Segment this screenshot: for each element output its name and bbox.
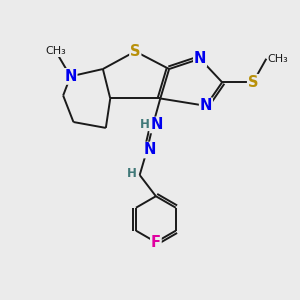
Text: N: N bbox=[194, 51, 206, 66]
Text: CH₃: CH₃ bbox=[45, 46, 66, 56]
Text: N: N bbox=[144, 142, 156, 158]
Text: N: N bbox=[64, 69, 77, 84]
Text: N: N bbox=[200, 98, 212, 113]
Text: H: H bbox=[140, 118, 150, 130]
Text: CH₃: CH₃ bbox=[268, 54, 289, 64]
Text: H: H bbox=[127, 167, 136, 180]
Text: S: S bbox=[130, 44, 140, 59]
Text: S: S bbox=[248, 75, 258, 90]
Text: N: N bbox=[150, 118, 163, 133]
Text: F: F bbox=[151, 235, 161, 250]
